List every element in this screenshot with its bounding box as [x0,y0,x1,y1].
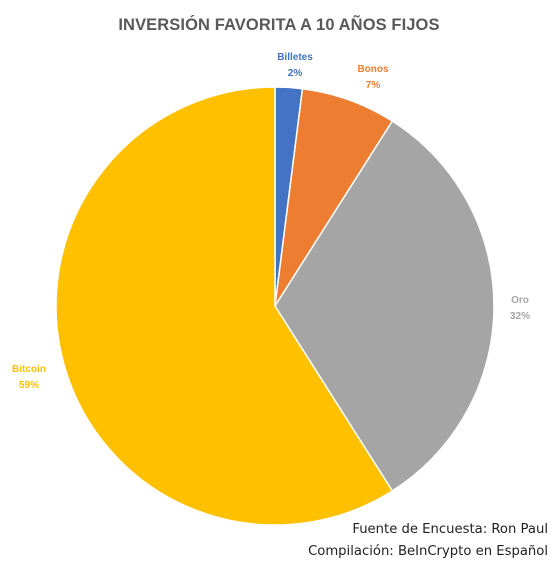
source-note: Fuente de Encuesta: Ron Paul Compilación… [308,519,548,563]
slice-label-billetes: Billetes [277,52,313,63]
source-line-compilation: Compilación: BeInCrypto en Español [308,544,548,559]
slice-value-billetes: 2% [288,68,303,79]
source-line-survey: Fuente de Encuesta: Ron Paul [352,522,548,537]
slice-value-bitcoin: 59% [19,380,39,391]
slice-value-oro: 32% [510,311,530,322]
slice-label-bitcoin: Bitcoin [12,364,46,375]
pie-slice-bitcoin [55,86,394,526]
slice-label-oro: Oro [511,295,529,306]
slice-value-bonos: 7% [366,80,381,91]
pie-slice-oro [274,120,495,492]
chart-title: INVERSIÓN FAVORITA A 10 AÑOS FIJOS [118,16,440,34]
slice-label-bonos: Bonos [357,64,389,75]
